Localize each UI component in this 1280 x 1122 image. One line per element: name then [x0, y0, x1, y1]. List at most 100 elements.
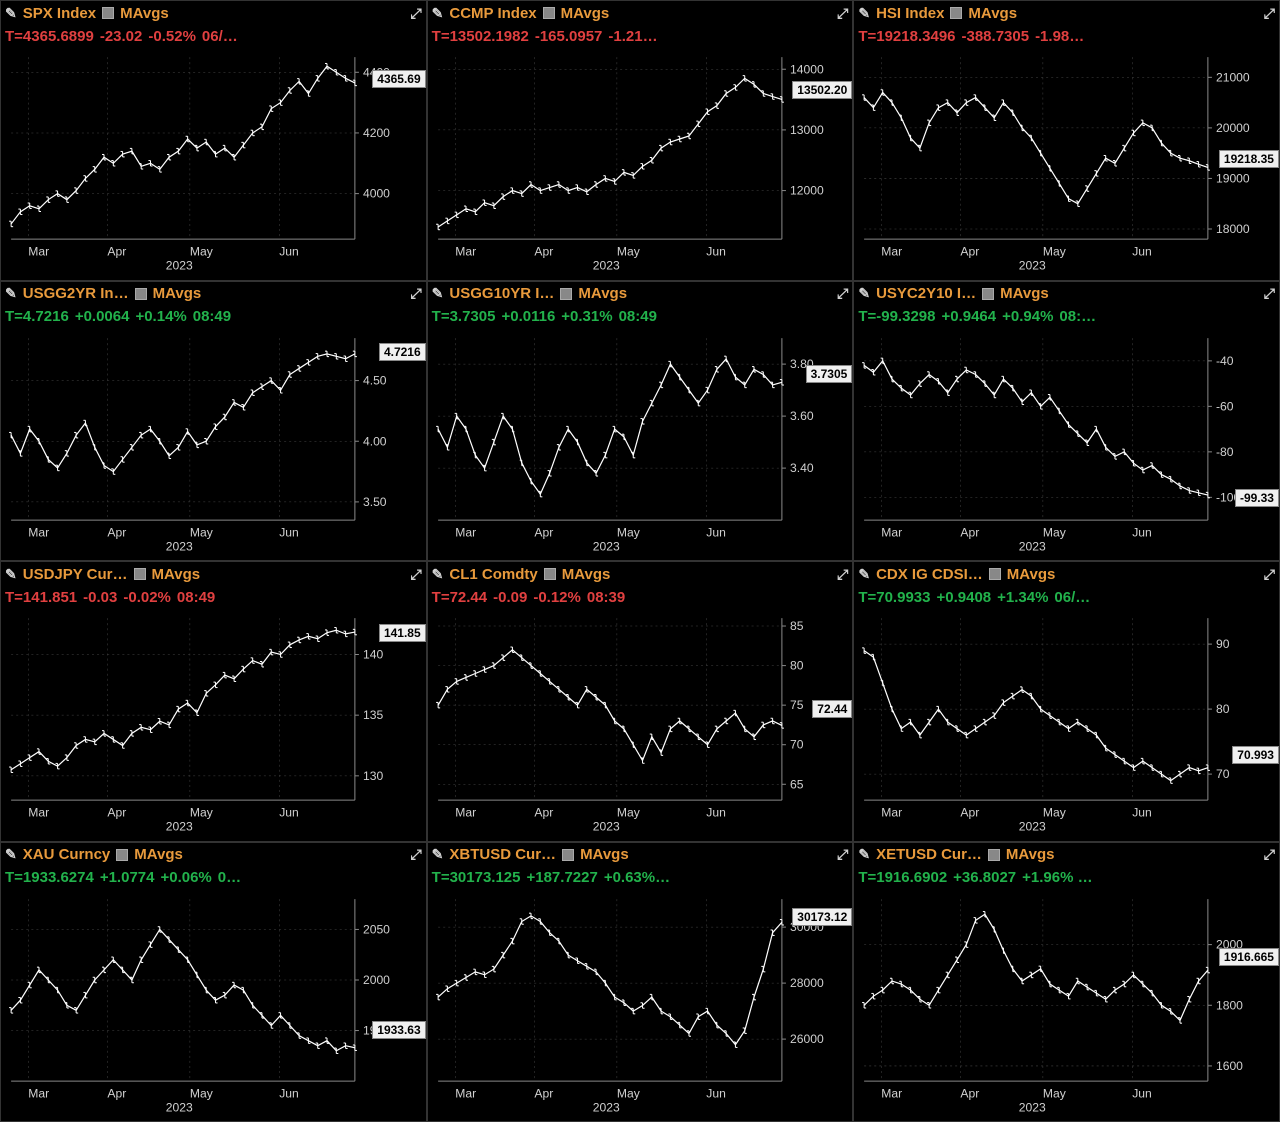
chart-area[interactable]: 160018002000MarAprMayJun20231916.665 — [854, 889, 1279, 1122]
chart-area[interactable]: -100-80-60-40MarAprMayJun2023-99.33 — [854, 328, 1279, 561]
price-change: -0.09 — [493, 589, 527, 606]
chart-panel-usdjpy: ✎USDJPY Cur…MAvgs⤢T=141.851-0.03-0.02%08… — [0, 561, 427, 842]
ticker-name[interactable]: CDX IG CDSI… — [876, 566, 983, 583]
svg-text:2023: 2023 — [592, 539, 619, 553]
mavgs-checkbox[interactable] — [543, 7, 555, 19]
mavgs-checkbox[interactable] — [102, 7, 114, 19]
pencil-icon[interactable]: ✎ — [858, 5, 870, 22]
price-pct-change: -1.98… — [1035, 28, 1084, 45]
mavgs-checkbox[interactable] — [560, 288, 572, 300]
chart-panel-xau: ✎ XAU Curncy MAvgs ⤢ T=1933.6274+1.0774+0.06… — [0, 842, 427, 1122]
svg-text:Jun: Jun — [279, 1086, 299, 1100]
expand-icon[interactable]: ⤢ — [410, 5, 421, 22]
ticker-name[interactable]: XETUSD Cur… — [876, 846, 982, 863]
pencil-icon[interactable]: ✎ — [432, 5, 444, 22]
ticker-name[interactable]: XBTUSD Cur… — [449, 846, 556, 863]
ticker-name[interactable]: SPX Index — [23, 5, 96, 22]
mavgs-checkbox[interactable] — [989, 568, 1001, 580]
mavgs-checkbox[interactable] — [134, 568, 146, 580]
ticker-name[interactable]: CL1 Comdty — [449, 566, 537, 583]
expand-icon[interactable]: ⤢ — [1264, 566, 1275, 583]
pencil-icon[interactable]: ✎ — [5, 846, 17, 863]
svg-text:-80: -80 — [1216, 444, 1234, 458]
pencil-icon[interactable]: ✎ — [858, 566, 870, 583]
mavgs-checkbox[interactable] — [982, 288, 994, 300]
svg-text:May: May — [190, 1086, 214, 1100]
chart-area[interactable]: 130135140MarAprMayJun2023141.85 — [1, 608, 426, 841]
last-price: T=72.44 — [432, 589, 487, 606]
chart-area[interactable]: 3.504.004.50MarAprMayJun20234.7216 — [1, 328, 426, 561]
svg-text:2023: 2023 — [1019, 539, 1046, 553]
ticker-name[interactable]: CCMP Index — [449, 5, 536, 22]
expand-icon[interactable]: ⤢ — [1264, 285, 1275, 302]
chart-area[interactable]: 3.403.603.80MarAprMayJun20233.7305 — [428, 328, 853, 561]
svg-text:Apr: Apr — [961, 244, 980, 258]
ticker-name[interactable]: USDJPY Cur… — [23, 566, 128, 583]
panel-subheader: T=30173.125+187.7227+0.63%… — [428, 867, 853, 889]
chart-area[interactable]: 6570758085MarAprMayJun202372.44 — [428, 608, 853, 841]
pencil-icon[interactable]: ✎ — [432, 566, 444, 583]
ticker-name[interactable]: USGG2YR In… — [23, 285, 129, 302]
svg-text:Apr: Apr — [107, 1086, 126, 1100]
expand-icon[interactable]: ⤢ — [837, 5, 848, 22]
expand-icon[interactable]: ⤢ — [410, 846, 421, 863]
mavgs-checkbox[interactable] — [950, 7, 962, 19]
expand-icon[interactable]: ⤢ — [837, 285, 848, 302]
svg-text:Mar: Mar — [28, 805, 49, 819]
expand-icon[interactable]: ⤢ — [1264, 5, 1275, 22]
ticker-name[interactable]: USYC2Y10 I… — [876, 285, 976, 302]
svg-text:2023: 2023 — [166, 1100, 193, 1114]
mavgs-checkbox[interactable] — [544, 568, 556, 580]
expand-icon[interactable]: ⤢ — [410, 566, 421, 583]
mavgs-label: MAvgs — [134, 846, 183, 863]
expand-icon[interactable]: ⤢ — [1264, 846, 1275, 863]
price-tag: 4.7216 — [379, 343, 426, 361]
svg-text:-60: -60 — [1216, 399, 1234, 413]
panel-header: ✎XBTUSD Cur…MAvgs⤢ — [428, 843, 853, 867]
chart-area[interactable]: 400042004400MarAprMayJun20234365.69 — [1, 47, 426, 280]
chart-area[interactable]: 120001300014000MarAprMayJun202313502.20 — [428, 47, 853, 280]
last-price: T=1933.6274 — [5, 869, 94, 886]
svg-text:Apr: Apr — [961, 805, 980, 819]
svg-text:May: May — [617, 1086, 641, 1100]
expand-icon[interactable]: ⤢ — [837, 846, 848, 863]
pencil-icon[interactable]: ✎ — [5, 566, 17, 583]
svg-text:4.00: 4.00 — [363, 434, 387, 448]
panel-header: ✎USGG10YR I…MAvgs⤢ — [428, 282, 853, 306]
timestamp: 0… — [218, 869, 241, 886]
svg-text:Apr: Apr — [107, 805, 126, 819]
last-price: T=141.851 — [5, 589, 77, 606]
mavgs-checkbox[interactable] — [135, 288, 147, 300]
panel-subheader: T=1933.6274+1.0774+0.06%0… — [1, 867, 426, 889]
panel-subheader: T=1916.6902+36.8027+1.96% … — [854, 867, 1279, 889]
chart-panel-xetusd: ✎XETUSD Cur…MAvgs⤢T=1916.6902+36.8027+1.… — [853, 842, 1280, 1122]
expand-icon[interactable]: ⤢ — [410, 285, 421, 302]
ticker-name[interactable]: HSI Index — [876, 5, 944, 22]
chart-area[interactable]: 260002800030000MarAprMayJun202330173.12 — [428, 889, 853, 1122]
ticker-name[interactable]: USGG10YR I… — [449, 285, 554, 302]
expand-icon[interactable]: ⤢ — [837, 566, 848, 583]
price-change: +0.9464 — [941, 308, 996, 325]
svg-text:90: 90 — [1216, 637, 1230, 651]
pencil-icon[interactable]: ✎ — [5, 5, 17, 22]
last-price: T=70.9933 — [858, 589, 930, 606]
price-pct-change: +1.96% … — [1022, 869, 1092, 886]
pencil-icon[interactable]: ✎ — [5, 285, 17, 302]
pencil-icon[interactable]: ✎ — [432, 285, 444, 302]
panel-subheader: T=3.7305+0.0116+0.31%08:49 — [428, 306, 853, 328]
svg-text:18000: 18000 — [1216, 222, 1250, 236]
mavgs-checkbox[interactable] — [988, 849, 1000, 861]
chart-area[interactable]: 18000190002000021000MarAprMayJun20231921… — [854, 47, 1279, 280]
pencil-icon[interactable]: ✎ — [858, 846, 870, 863]
pencil-icon[interactable]: ✎ — [858, 285, 870, 302]
price-change: -388.7305 — [962, 28, 1030, 45]
mavgs-checkbox[interactable] — [562, 849, 574, 861]
price-change: -0.03 — [83, 589, 117, 606]
mavgs-checkbox[interactable] — [116, 849, 128, 861]
ticker-name[interactable]: XAU Curncy — [23, 846, 111, 863]
chart-area[interactable]: 708090MarAprMayJun202370.993 — [854, 608, 1279, 841]
svg-text:2023: 2023 — [166, 258, 193, 272]
pencil-icon[interactable]: ✎ — [432, 846, 444, 863]
last-price: T=-99.3298 — [858, 308, 935, 325]
chart-area[interactable]: 195020002050MarAprMayJun20231933.63 — [1, 889, 426, 1122]
